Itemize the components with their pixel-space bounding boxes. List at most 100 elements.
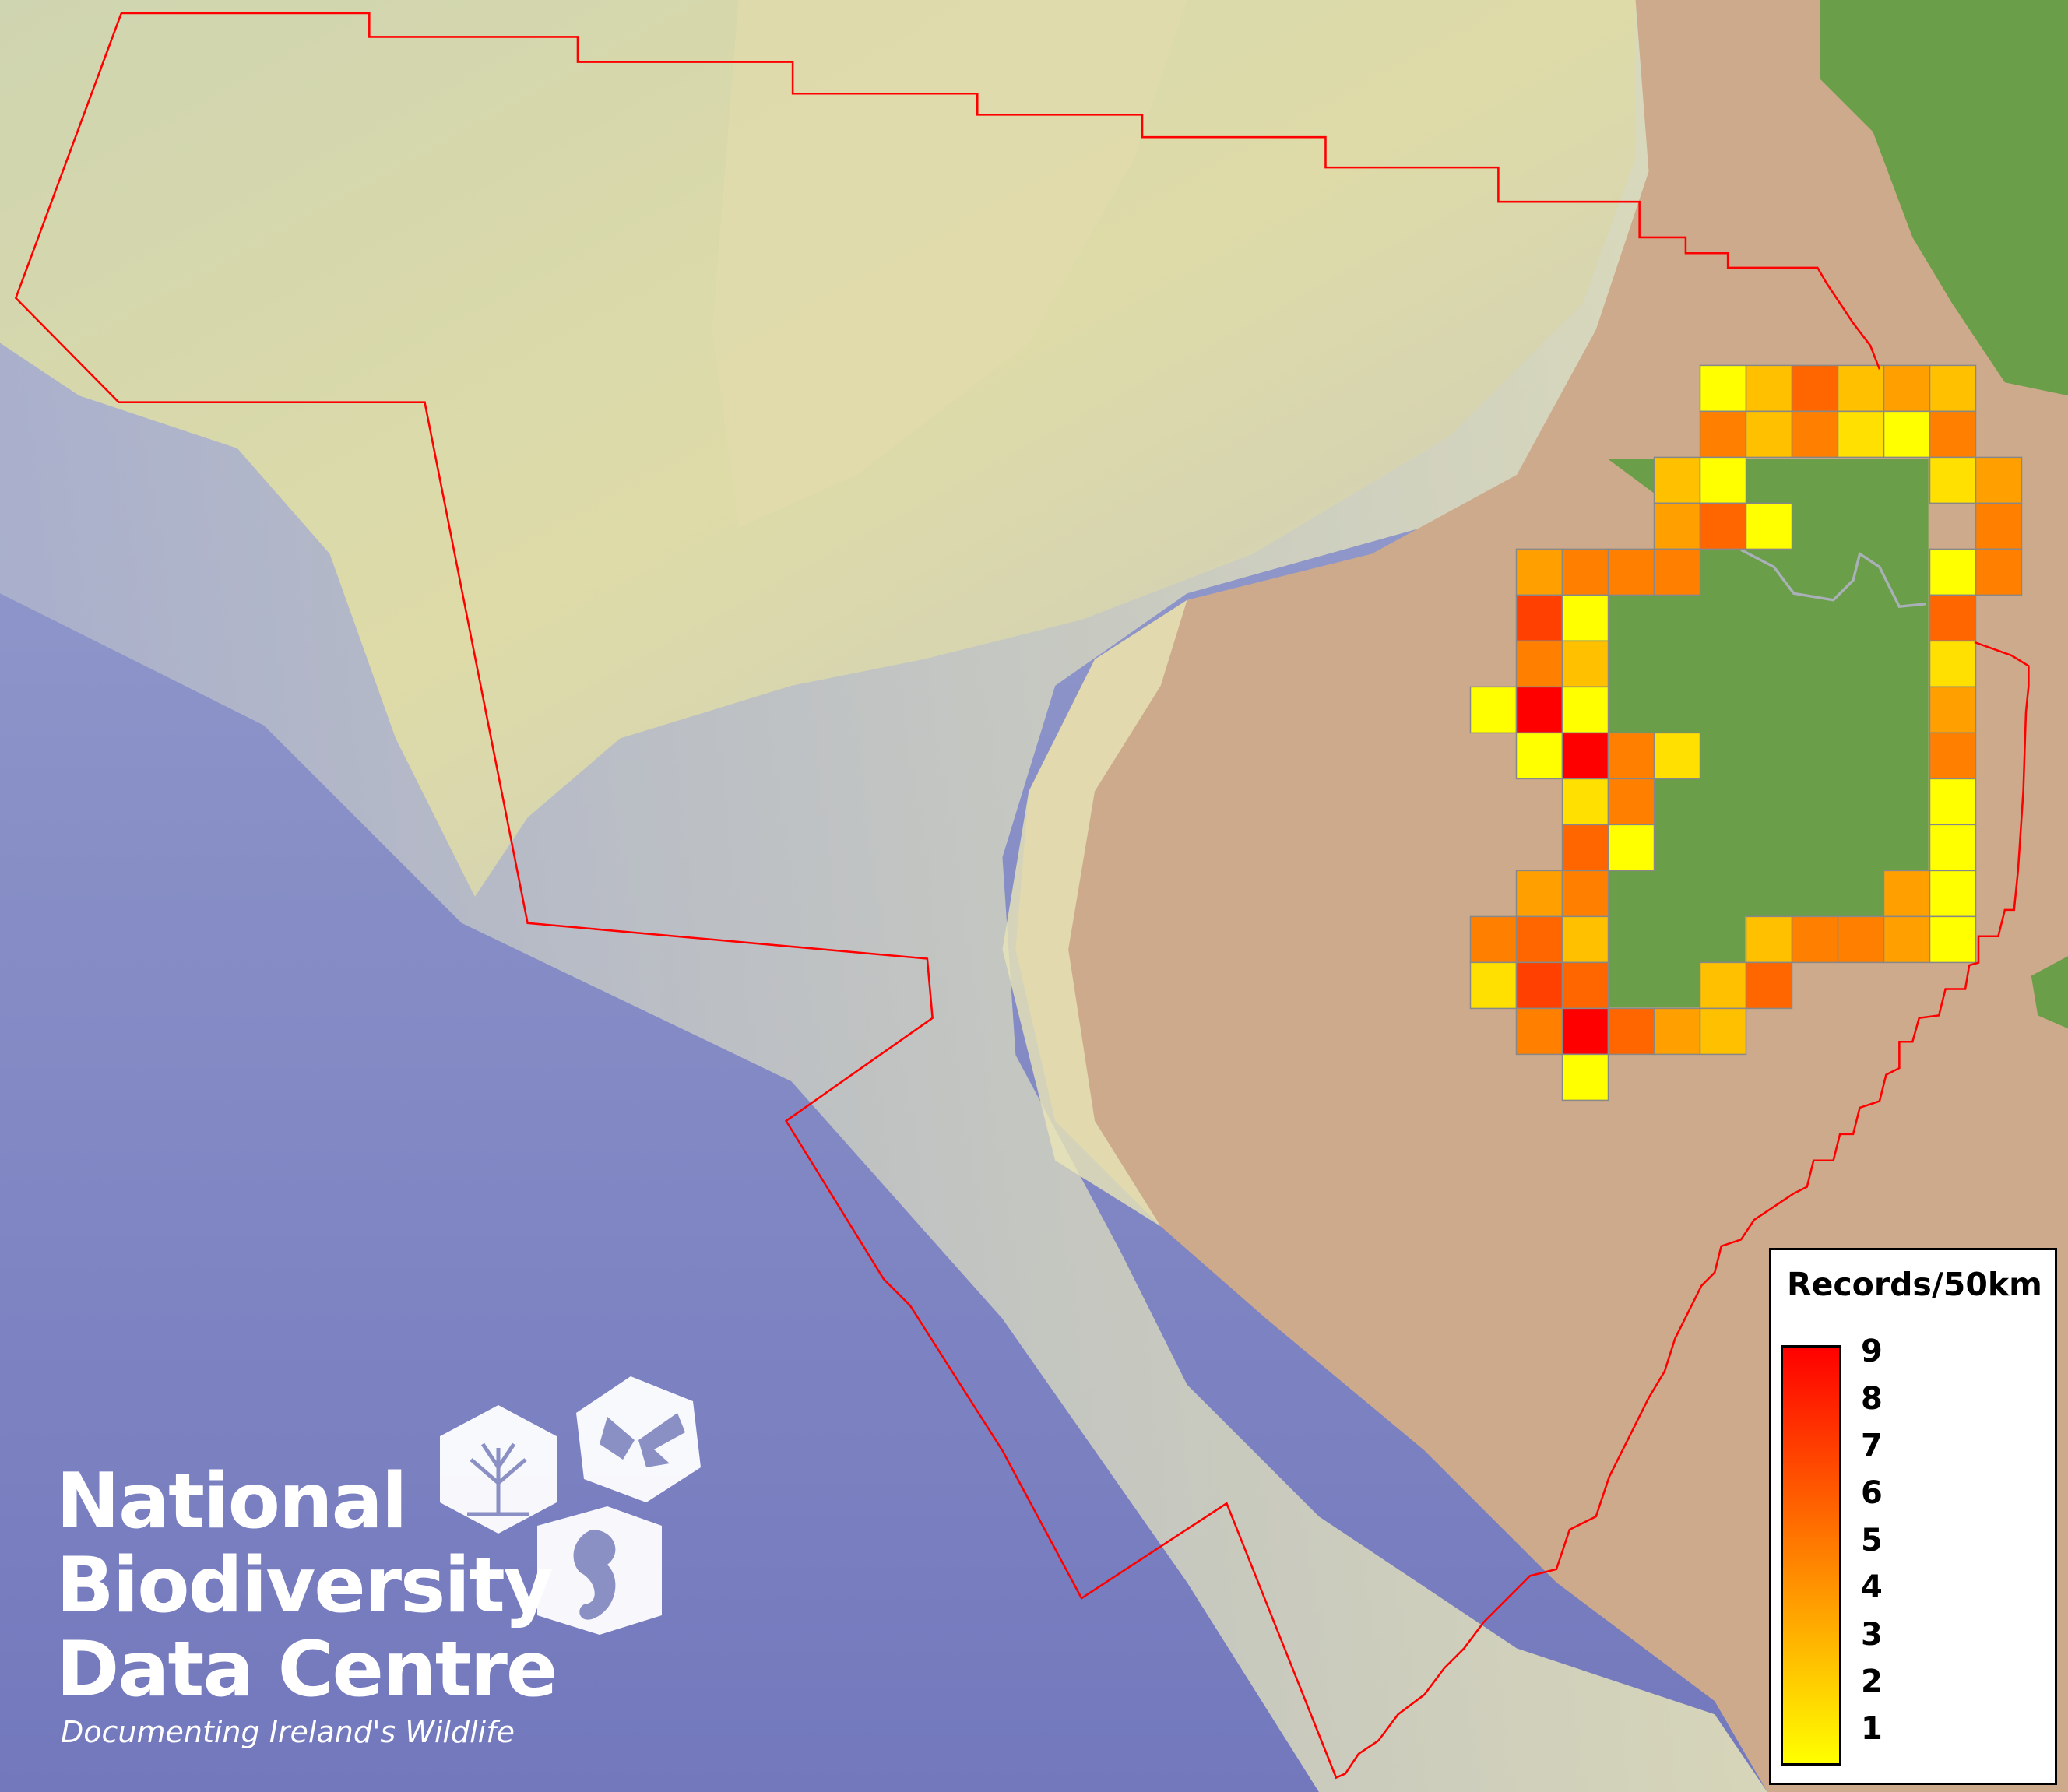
green-landmass-ne [1820,0,2068,396]
grid-cell-6-records[interactable] [1745,961,1793,1010]
eez-boundary-line-south [14,12,2030,1780]
grid-cell-3-records[interactable] [1745,364,1793,413]
grid-cell-5-records[interactable] [1929,732,1977,780]
green-landmass-east [2031,956,2068,1029]
grid-cell-3-records[interactable] [1837,364,1885,413]
grid-cell-1-records[interactable] [1929,824,1977,872]
grid-cell-3-records[interactable] [1561,640,1609,688]
green-landmass-center [1607,459,1929,1008]
grid-cell-6-records[interactable] [1699,502,1747,550]
grid-cell-2-records[interactable] [1929,640,1977,688]
grid-cell-6-records[interactable] [1561,961,1609,1010]
grid-cell-1-records[interactable] [1561,686,1609,734]
grid-cell-1-records[interactable] [1699,364,1747,413]
legend-label-8: 8 [1861,1380,1883,1417]
grid-cell-1-records[interactable] [1469,686,1518,734]
grid-cell-5-records[interactable] [1469,915,1518,964]
logo-text-national: National [56,1457,407,1546]
eez-boundary-line [121,12,1881,370]
grid-cell-5-records[interactable] [1515,640,1563,688]
grid-cell-5-records[interactable] [1929,410,1977,459]
records-grid [1469,364,2023,1102]
grid-cell-5-records[interactable] [1607,778,1655,826]
grid-cell-4-records[interactable] [1975,456,2023,504]
logo-tagline: Documenting Ireland's Wildlife [61,1715,515,1749]
legend-color-ramp [1781,1345,1841,1766]
grid-cell-1-records[interactable] [1883,410,1931,459]
grid-cell-9-records[interactable] [1515,686,1563,734]
grid-cell-4-records[interactable] [1515,870,1563,918]
grid-cell-3-records[interactable] [1699,1007,1747,1056]
grid-cell-4-records[interactable] [1929,686,1977,734]
grid-cell-2-records[interactable] [1929,456,1977,504]
grid-cell-4-records[interactable] [1883,364,1931,413]
grid-cell-5-records[interactable] [1699,410,1747,459]
legend-label-5: 5 [1861,1522,1883,1558]
grid-cell-2-records[interactable] [1837,410,1885,459]
grid-cell-6-records[interactable] [1561,824,1609,872]
logo-text-data-centre: Data Centre [56,1625,557,1714]
grid-cell-5-records[interactable] [1561,870,1609,918]
grid-cell-5-records[interactable] [1975,548,2023,596]
grid-cell-1-records[interactable] [1929,915,1977,964]
grid-cell-4-records[interactable] [1883,915,1931,964]
legend-label-4: 4 [1861,1569,1883,1606]
legend-label-2: 2 [1861,1664,1883,1700]
grid-cell-4-records[interactable] [1653,502,1701,550]
grid-cell-3-records[interactable] [1745,410,1793,459]
grid-cell-4-records[interactable] [1515,548,1563,596]
grid-cell-3-records[interactable] [1745,915,1793,964]
grid-cell-5-records[interactable] [1653,548,1701,596]
grid-cell-1-records[interactable] [1929,548,1977,596]
grid-cell-6-records[interactable] [1515,915,1563,964]
grid-cell-1-records[interactable] [1929,778,1977,826]
grid-cell-2-records[interactable] [1561,778,1609,826]
grid-cell-9-records[interactable] [1561,1007,1609,1056]
grid-cell-1-records[interactable] [1561,1053,1609,1102]
grid-cell-5-records[interactable] [1837,915,1885,964]
legend-label-3: 3 [1861,1616,1883,1653]
grid-cell-1-records[interactable] [1607,824,1655,872]
grid-cell-9-records[interactable] [1561,732,1609,780]
grid-cell-1-records[interactable] [1745,502,1793,550]
grid-cell-4-records[interactable] [1883,870,1931,918]
logo-hexagon-butterfly [576,1376,701,1502]
grid-cell-7-records[interactable] [1515,961,1563,1010]
grid-cell-2-records[interactable] [1469,961,1518,1010]
grid-cell-2-records[interactable] [1653,732,1701,780]
grid-cell-6-records[interactable] [1929,594,1977,642]
grid-cell-6-records[interactable] [1607,1007,1655,1056]
grid-cell-5-records[interactable] [1607,732,1655,780]
tree-icon [467,1442,529,1516]
grid-cell-6-records[interactable] [1791,364,1839,413]
legend-label-9: 9 [1861,1333,1883,1369]
legend-title: Records/50km [1787,1266,2042,1303]
grid-cell-3-records[interactable] [1561,915,1609,964]
legend-label-7: 7 [1861,1428,1883,1464]
river [1740,548,1926,609]
shelf-bank [712,0,1187,528]
seahorse-icon [573,1530,616,1620]
grid-cell-5-records[interactable] [1515,1007,1563,1056]
grid-cell-5-records[interactable] [1791,915,1839,964]
grid-cell-3-records[interactable] [1699,961,1747,1010]
logo-text-biodiversity: Biodiversity [56,1541,554,1630]
butterfly-icon [600,1413,685,1467]
grid-cell-4-records[interactable] [1653,1007,1701,1056]
grid-cell-5-records[interactable] [1561,548,1609,596]
grid-cell-5-records[interactable] [1607,548,1655,596]
grid-cell-5-records[interactable] [1791,410,1839,459]
grid-cell-5-records[interactable] [1975,502,2023,550]
legend-label-6: 6 [1861,1474,1883,1511]
legend-label-1: 1 [1861,1711,1883,1747]
map-legend: Records/50km 9 8 7 6 5 4 3 2 1 [1769,1248,2057,1785]
grid-cell-3-records[interactable] [1653,456,1701,504]
land-shelf-edge [1002,599,1187,1227]
grid-cell-1-records[interactable] [1515,732,1563,780]
grid-cell-7-records[interactable] [1515,594,1563,642]
grid-cell-1-records[interactable] [1561,594,1609,642]
grid-cell-1-records[interactable] [1929,870,1977,918]
grid-cell-3-records[interactable] [1929,364,1977,413]
grid-cell-1-records[interactable] [1699,456,1747,504]
